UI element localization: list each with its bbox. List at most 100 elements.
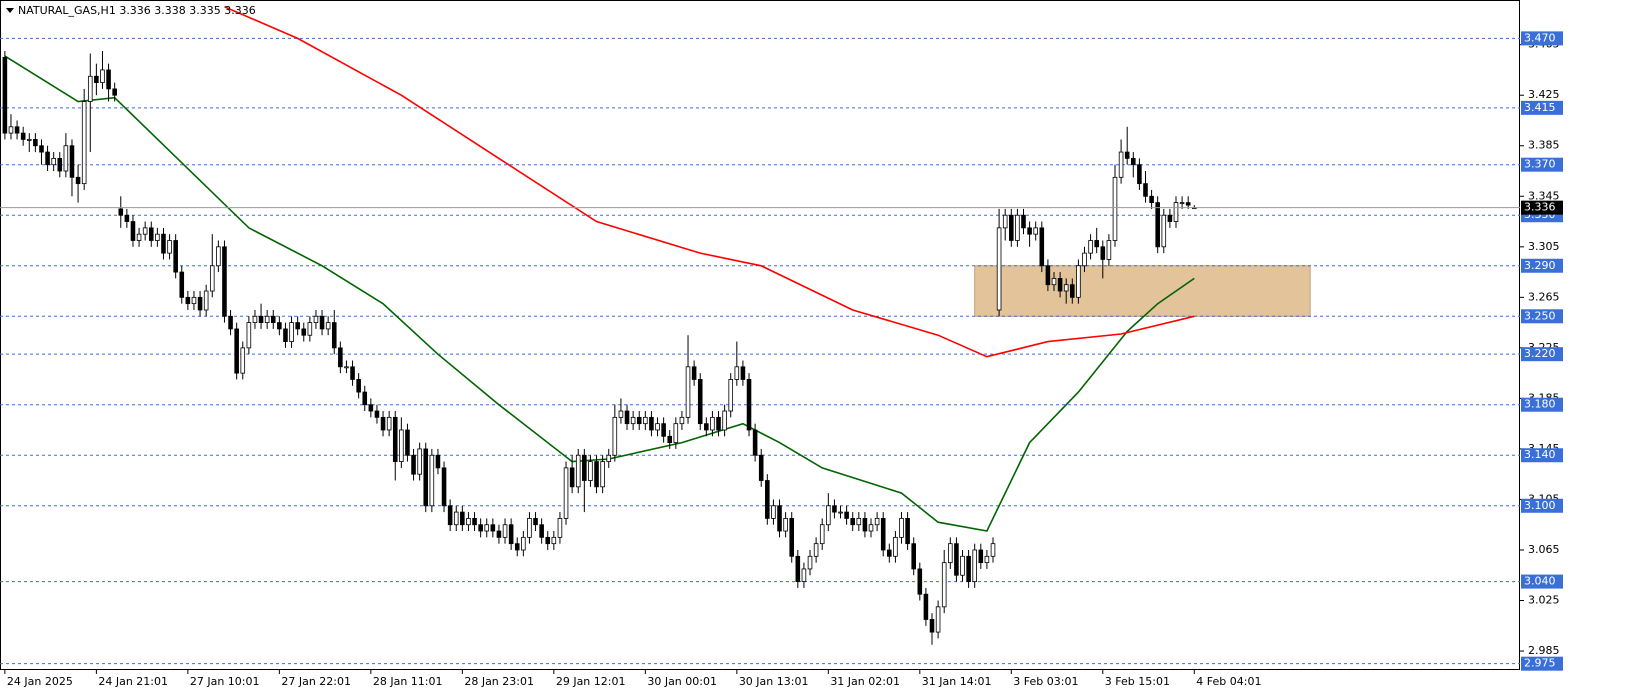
candle-body <box>606 454 612 462</box>
candle-body <box>1009 214 1014 241</box>
candle-body <box>14 126 20 134</box>
menu-icon[interactable] <box>6 8 14 13</box>
candle-body <box>917 568 923 595</box>
candle-body <box>618 410 624 418</box>
candle-body <box>270 315 276 324</box>
candle-body <box>1143 183 1148 197</box>
candle-body <box>758 454 764 481</box>
candle-body <box>1185 202 1191 206</box>
level-label: 3.470 <box>1524 31 1556 44</box>
candle-body <box>94 75 99 83</box>
candle-body <box>545 536 551 545</box>
candle-body <box>649 416 654 431</box>
candle-body <box>423 448 429 507</box>
candle-body <box>1106 240 1112 260</box>
candle-body <box>405 429 410 456</box>
candle-body <box>441 467 447 507</box>
chart-title: NATURAL_GAS,H1 3.336 3.338 3.335 3.336 <box>18 4 256 17</box>
candle-body <box>990 543 996 557</box>
candle-body <box>283 328 288 342</box>
candle-body <box>826 505 831 526</box>
candle-body <box>514 543 520 551</box>
candle-body <box>734 366 740 380</box>
candle-body <box>533 518 538 526</box>
candle-body <box>26 139 32 141</box>
candle-body <box>667 435 673 444</box>
level-label-box <box>1521 100 1563 115</box>
candle-body <box>240 347 246 374</box>
candle-body <box>118 208 124 216</box>
candle-body <box>844 511 849 519</box>
candle-body <box>307 322 313 336</box>
candle-body <box>954 543 959 576</box>
candle-body <box>862 518 868 532</box>
candle-body <box>252 315 258 324</box>
candle-body <box>923 593 929 620</box>
candle-body <box>972 549 977 582</box>
y-tick-label: 3.345 <box>1528 189 1560 202</box>
candle-body <box>20 132 26 140</box>
candle-body <box>801 568 807 582</box>
candle-body <box>856 518 862 526</box>
candle-body <box>911 543 916 570</box>
candle-body <box>295 322 300 330</box>
candle-body <box>386 416 392 431</box>
y-tick-label: 3.305 <box>1528 240 1560 253</box>
level-label: 3.220 <box>1524 347 1556 360</box>
candle-body <box>277 322 282 330</box>
candle-body <box>478 524 483 532</box>
candle-body <box>563 467 569 519</box>
candle-body <box>819 524 825 545</box>
level-label: 3.180 <box>1524 398 1556 411</box>
level-label-box <box>1521 258 1563 273</box>
candle-body <box>234 328 239 374</box>
candle-body <box>588 461 593 481</box>
candle-body <box>216 246 221 267</box>
candle-body <box>161 233 166 254</box>
candle-body <box>39 145 44 153</box>
x-tick-label: 31 Jan 14:01 <box>922 675 992 688</box>
candle-body <box>45 151 50 166</box>
candle-body <box>795 555 801 582</box>
candle-body <box>783 518 788 532</box>
candle-body <box>1161 214 1167 248</box>
x-tick-label: 27 Jan 10:01 <box>190 675 260 688</box>
candle-body <box>319 315 325 330</box>
candle-body <box>1045 265 1051 286</box>
candle-body <box>582 454 587 481</box>
candle-body <box>569 467 575 488</box>
candle-body <box>124 214 130 222</box>
candle-body <box>539 524 544 538</box>
candle-body <box>905 518 910 545</box>
candle-body <box>313 315 319 324</box>
y-tick-label: 3.265 <box>1528 290 1560 303</box>
candle-body <box>521 536 526 551</box>
candle-body <box>1021 214 1026 229</box>
candle-body <box>191 296 197 305</box>
y-tick-label: 3.425 <box>1528 88 1560 101</box>
candle-body <box>148 227 154 241</box>
candle-body <box>1149 195 1154 203</box>
candle-body <box>850 518 856 526</box>
candle-body <box>228 315 233 330</box>
candle-body <box>630 416 636 425</box>
candle-body <box>984 555 990 564</box>
candle-body <box>484 524 490 532</box>
candle-body <box>740 366 746 380</box>
candle-body <box>868 524 874 532</box>
level-label: 3.415 <box>1524 101 1556 114</box>
candle-body <box>1039 227 1045 267</box>
candle-body <box>551 536 557 545</box>
candle-body <box>338 347 343 368</box>
candle-body <box>75 176 81 185</box>
candle-body <box>575 454 581 488</box>
candle-body <box>1167 214 1173 222</box>
candle-body <box>87 75 93 102</box>
level-label: 3.040 <box>1524 575 1556 588</box>
candle-body <box>777 505 782 532</box>
x-tick-label: 30 Jan 13:01 <box>739 675 809 688</box>
candle-body <box>899 518 904 538</box>
level-label: 2.975 <box>1524 657 1556 670</box>
x-tick-label: 31 Jan 02:01 <box>830 675 900 688</box>
